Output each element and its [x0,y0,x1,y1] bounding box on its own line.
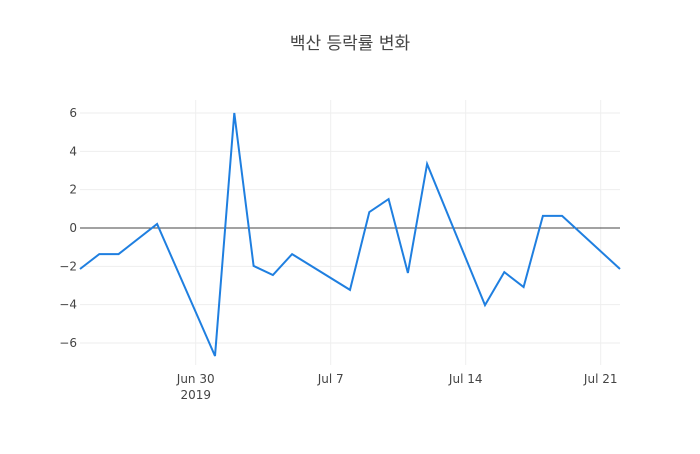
y-tick-label: 0 [69,221,77,235]
series-line[interactable] [79,112,621,357]
x-tick-label: Jul 14 [448,372,483,386]
y-tick-label: −2 [59,259,77,273]
grid-lines [80,100,620,365]
plot-area[interactable] [79,112,621,357]
x-tick-label: Jun 30 [176,372,215,386]
y-tick-label: −6 [59,336,77,350]
x-tick-label: Jul 7 [317,372,344,386]
y-tick-label: 2 [69,183,77,197]
chart-title: 백산 등락률 변화 [290,34,411,54]
axes: Jun 30 2019 Jul 7 Jul 14 Jul 21 6 4 2 0 −2 −4 −6 [59,106,620,402]
y-tick-label: 6 [69,106,77,120]
x-tick-label: Jul 21 [583,372,618,386]
y-tick-label: −4 [59,298,77,312]
x-tick-year-label: 2019 [180,388,211,402]
y-tick-label: 4 [69,144,77,158]
